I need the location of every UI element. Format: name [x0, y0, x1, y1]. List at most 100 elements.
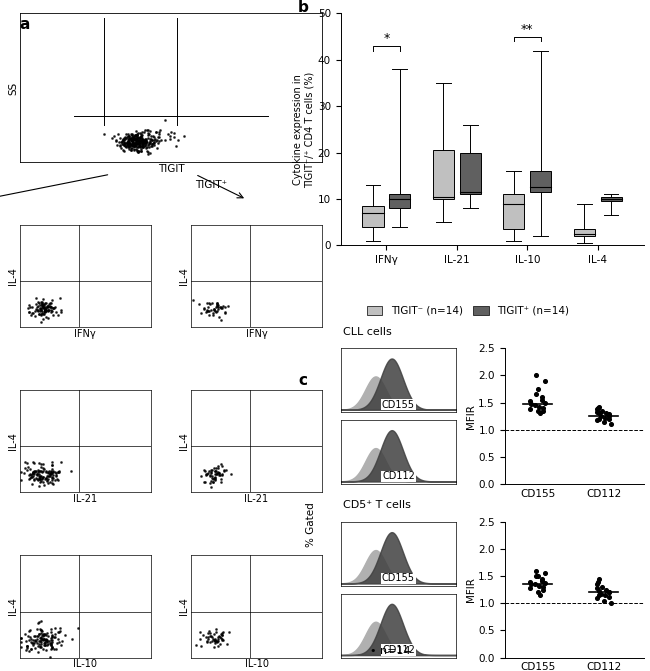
Point	[16, 474, 26, 485]
Point	[592, 415, 603, 425]
Point	[53, 475, 63, 486]
Point	[127, 136, 137, 146]
Bar	[503, 195, 525, 229]
Point	[128, 138, 138, 148]
Point	[41, 472, 51, 483]
Point	[99, 129, 110, 140]
Point	[38, 459, 48, 470]
Point	[135, 137, 146, 148]
Point	[49, 622, 60, 633]
Point	[47, 460, 57, 471]
Point	[131, 135, 142, 146]
Point	[204, 625, 214, 636]
Point	[216, 476, 227, 487]
Point	[130, 133, 140, 144]
Point	[138, 135, 148, 146]
Point	[147, 135, 157, 146]
Point	[137, 127, 148, 138]
Point	[140, 137, 151, 148]
Point	[217, 470, 228, 480]
Point	[214, 468, 225, 479]
Point	[592, 407, 603, 417]
Point	[46, 651, 56, 662]
Point	[47, 460, 58, 471]
Bar	[363, 206, 384, 227]
Point	[42, 637, 53, 648]
Point	[594, 586, 604, 597]
Point	[529, 400, 539, 411]
Point	[525, 582, 536, 593]
Point	[138, 137, 149, 148]
Point	[55, 293, 66, 303]
Point	[194, 633, 205, 644]
Point	[33, 466, 44, 477]
Point	[25, 473, 36, 484]
Point	[49, 466, 60, 477]
Point	[113, 136, 124, 147]
Point	[123, 140, 133, 150]
Point	[127, 134, 138, 144]
Point	[40, 305, 50, 316]
Point	[131, 144, 142, 154]
Point	[209, 472, 220, 483]
Point	[134, 140, 144, 151]
Point	[136, 134, 147, 144]
Point	[204, 631, 214, 641]
Point	[34, 628, 45, 639]
Point	[46, 469, 57, 480]
Point	[23, 303, 33, 314]
Point	[47, 630, 58, 641]
Point	[127, 130, 137, 141]
Point	[207, 310, 218, 321]
Point	[140, 136, 151, 146]
Point	[201, 632, 211, 643]
Point	[211, 302, 221, 313]
Point	[47, 472, 57, 482]
Point	[205, 627, 215, 638]
Point	[30, 635, 40, 646]
Point	[219, 466, 229, 476]
Point	[41, 645, 51, 656]
X-axis label: IFNγ: IFNγ	[246, 329, 267, 339]
Point	[107, 132, 118, 143]
Point	[47, 479, 58, 490]
Point	[34, 474, 44, 484]
Point	[32, 631, 43, 642]
Point	[531, 566, 541, 576]
Point	[217, 469, 228, 480]
Point	[137, 138, 148, 149]
Point	[130, 134, 140, 144]
Point	[42, 301, 53, 311]
Point	[133, 127, 144, 138]
Point	[128, 140, 138, 151]
Point	[40, 305, 51, 316]
Point	[208, 476, 218, 487]
Point	[128, 140, 138, 151]
Point	[594, 574, 604, 584]
Point	[213, 632, 224, 643]
Point	[29, 637, 39, 648]
Point	[136, 134, 147, 145]
Point	[140, 138, 150, 148]
Point	[599, 416, 610, 427]
Point	[44, 635, 54, 646]
Point	[209, 474, 220, 484]
Point	[125, 140, 135, 151]
Point	[41, 634, 51, 645]
Point	[44, 466, 54, 476]
Point	[53, 626, 63, 637]
Point	[135, 135, 146, 146]
Point	[36, 298, 47, 309]
Point	[45, 476, 55, 487]
Point	[42, 471, 53, 482]
Point	[21, 640, 32, 651]
Point	[42, 628, 52, 639]
Point	[218, 301, 228, 311]
Point	[125, 135, 136, 146]
Point	[143, 132, 153, 143]
Point	[169, 127, 179, 138]
Point	[133, 135, 143, 146]
Point	[136, 136, 146, 146]
Point	[134, 138, 144, 148]
Point	[40, 302, 51, 313]
